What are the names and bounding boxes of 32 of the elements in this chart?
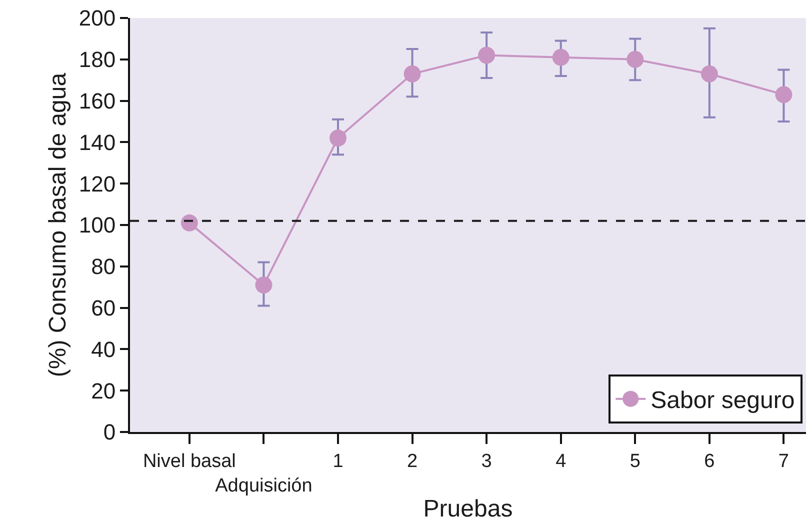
x-tick-label: Adquisición	[215, 476, 312, 496]
y-tick-label: 160	[78, 88, 116, 114]
y-tick-label: 40	[91, 336, 116, 362]
x-tick-label: 4	[556, 450, 567, 472]
point	[404, 65, 421, 82]
point	[552, 48, 570, 66]
x-axis-title: Pruebas	[423, 495, 513, 522]
point	[330, 130, 346, 147]
point	[700, 65, 718, 82]
y-tick-label: 0	[103, 420, 116, 445]
x-tick-label: 6	[704, 450, 715, 472]
point	[478, 46, 496, 64]
x-tick-label: 7	[778, 450, 789, 472]
x-tick-label: 5	[630, 450, 640, 472]
x-tick-label: 1	[332, 450, 344, 472]
y-tick-label: 100	[78, 212, 116, 238]
x-tick-label: 3	[481, 450, 492, 472]
y-tick-label: 120	[78, 171, 116, 196]
legend-label: Sabor seguro	[650, 387, 795, 414]
y-tick-label: 180	[78, 47, 116, 72]
y-tick-label: 60	[91, 296, 116, 320]
point	[180, 214, 198, 232]
y-tick-label: 80	[91, 254, 116, 280]
point	[775, 86, 792, 104]
x-tick-label: 2	[407, 450, 418, 472]
y-tick-label: 200	[78, 6, 116, 31]
x-tick-label: Nivel basal	[142, 450, 236, 472]
y-axis-title: (%) Consumo basal de agua	[44, 72, 72, 378]
point	[626, 50, 644, 68]
y-tick-label: 20	[91, 378, 116, 404]
y-tick-label: 140	[78, 130, 116, 155]
point	[255, 276, 272, 294]
